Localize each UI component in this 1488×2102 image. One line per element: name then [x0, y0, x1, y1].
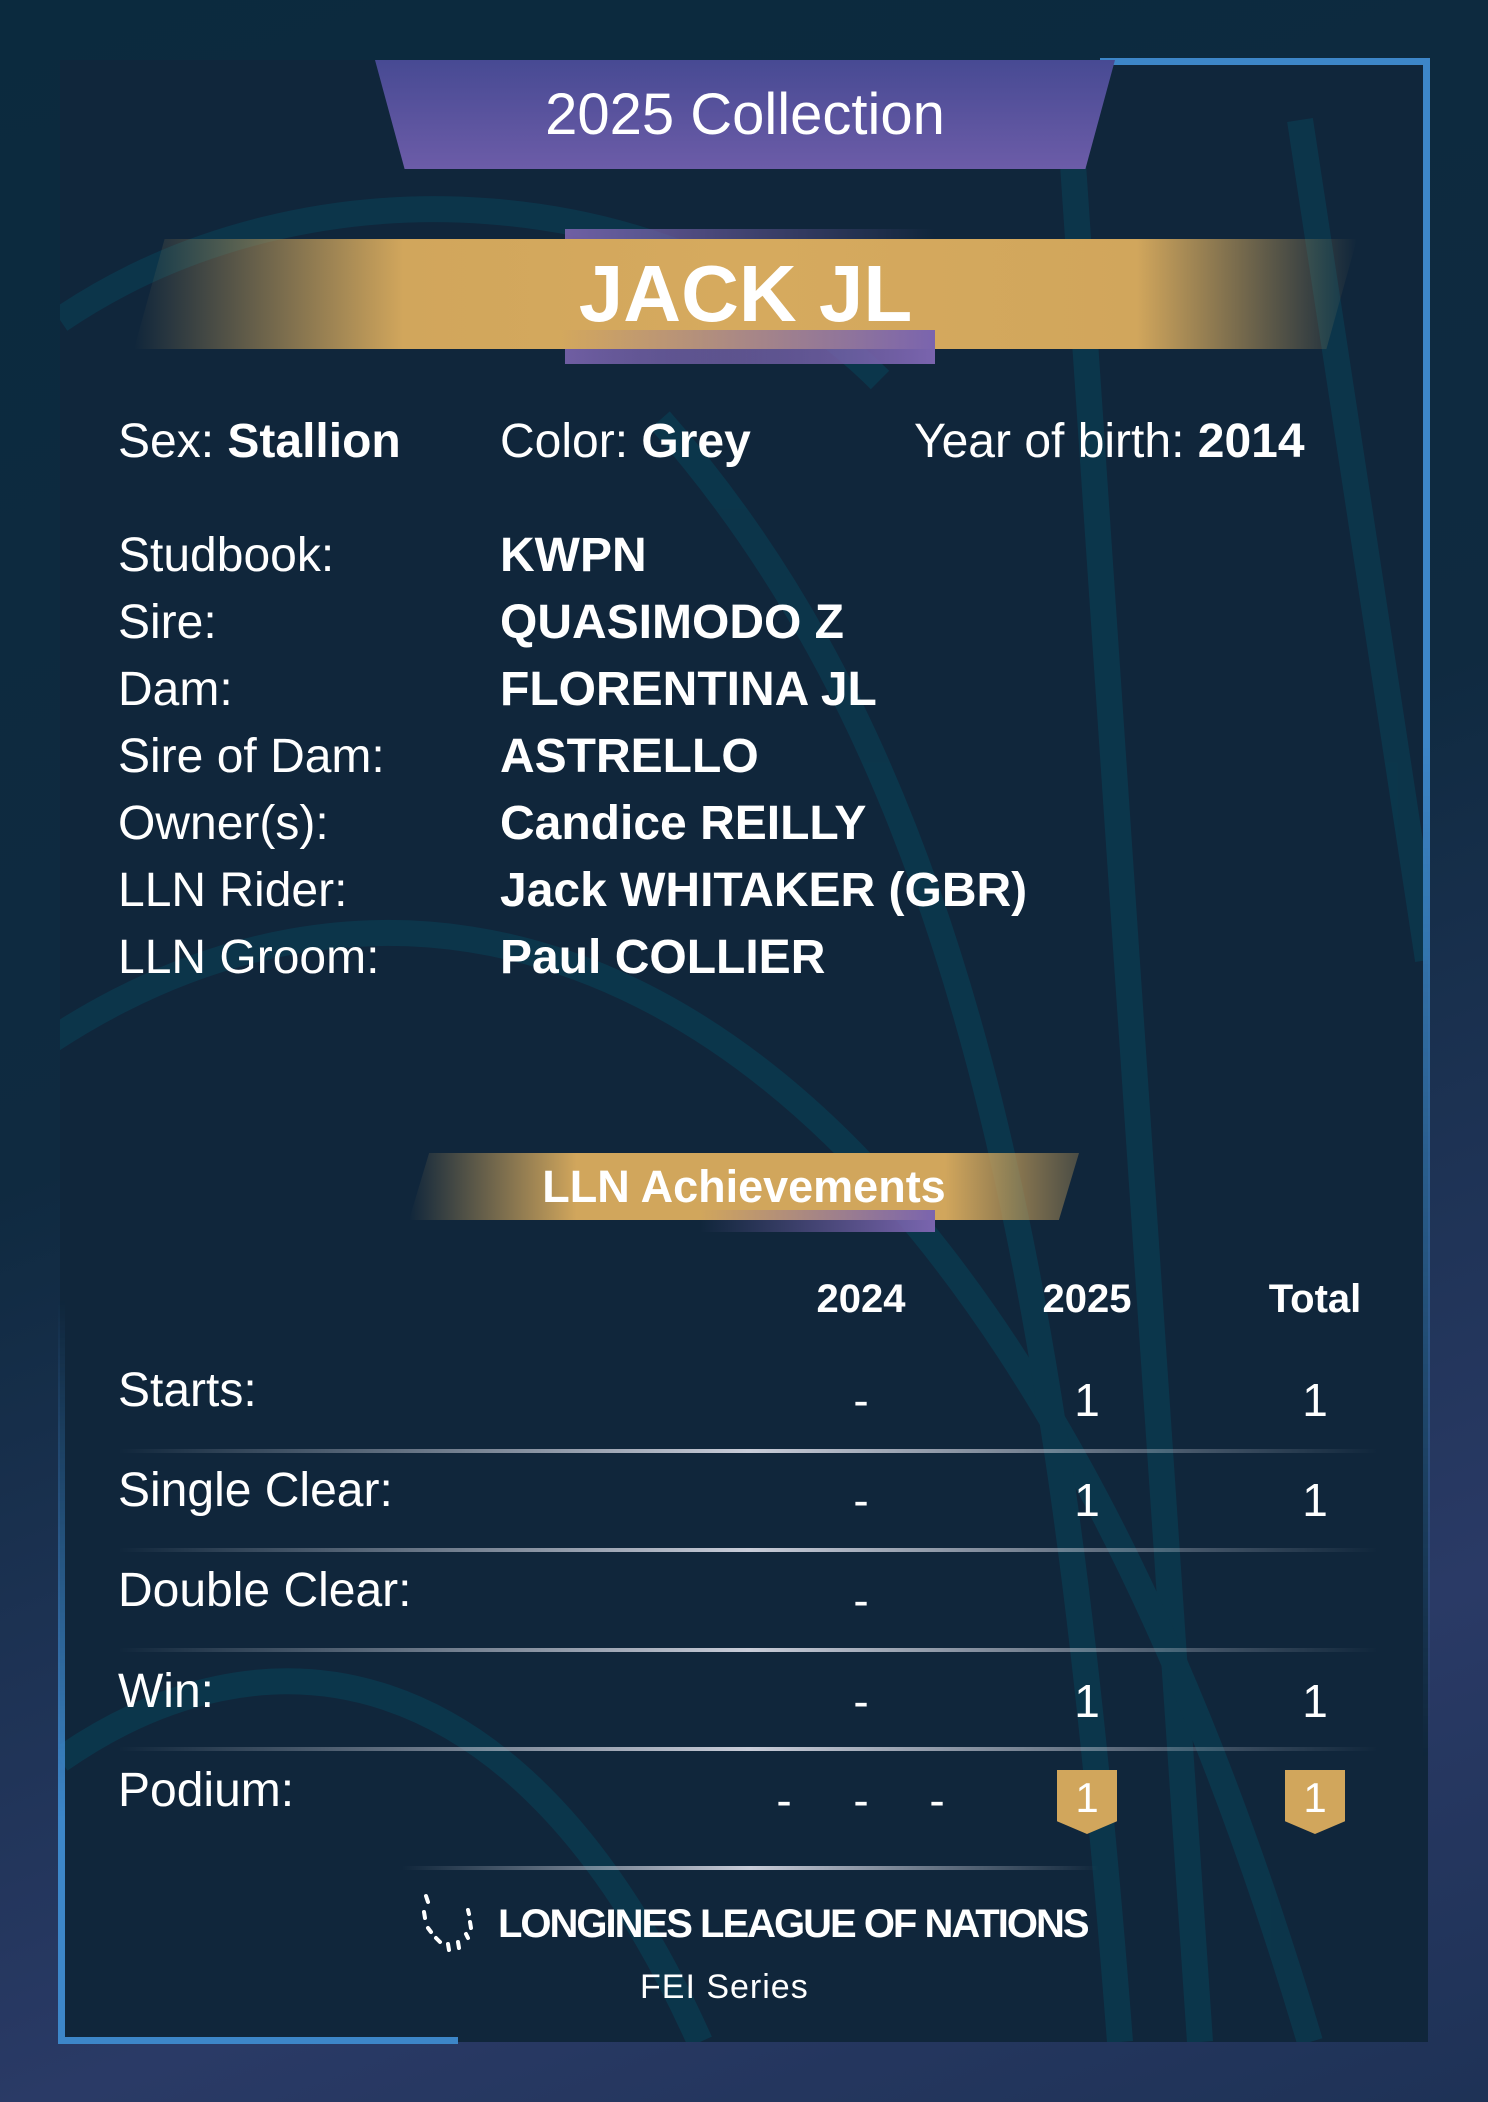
- column-header: 2024: [816, 1277, 906, 1321]
- sex-label: Sex:: [118, 415, 215, 468]
- league-logo-text: LONGINES LEAGUE OF NATIONS: [498, 1902, 1090, 1946]
- detail-value: Paul COLLIER: [500, 931, 826, 984]
- color-value: Grey: [641, 415, 751, 468]
- league-logo-icon: [422, 1894, 473, 1952]
- podium-badge: 1: [1057, 1770, 1117, 1834]
- footer-divider: [402, 1866, 1099, 1870]
- sex-field: Sex: Stallion: [118, 414, 401, 469]
- detail-value: KWPN: [500, 529, 647, 582]
- cell: 1: [1074, 1675, 1100, 1727]
- podium-badge: 1: [1285, 1770, 1345, 1834]
- detail-value: ASTRELLO: [500, 730, 759, 783]
- column-header: 2025: [1042, 1277, 1132, 1321]
- row-divider: [118, 1548, 1378, 1552]
- cell: -: [853, 1675, 869, 1727]
- cell: -: [853, 1574, 869, 1626]
- cell: 1: [1074, 1374, 1100, 1426]
- cell: -: [776, 1774, 792, 1826]
- cell: -: [929, 1774, 945, 1826]
- detail-label: LLN Groom:: [118, 931, 380, 984]
- row-divider: [118, 1747, 1378, 1751]
- sex-value: Stallion: [227, 415, 401, 468]
- detail-value: FLORENTINA JL: [500, 663, 877, 716]
- column-header: Total: [1268, 1277, 1362, 1321]
- cell: 1: [1074, 1474, 1100, 1526]
- row-label: Single Clear:: [118, 1464, 393, 1517]
- row-label: Starts:: [118, 1364, 257, 1417]
- yob-value: 2014: [1197, 415, 1305, 468]
- cell: -: [853, 1374, 869, 1426]
- row-divider: [118, 1449, 1378, 1453]
- detail-label: Sire of Dam:: [118, 730, 385, 783]
- cell: 1: [1302, 1374, 1328, 1426]
- banner-accent: [560, 330, 935, 364]
- banner-accent: [700, 1210, 935, 1232]
- cell: -: [853, 1474, 869, 1526]
- color-field: Color: Grey: [500, 414, 751, 469]
- yob-label: Year of birth:: [914, 415, 1185, 468]
- detail-value: Jack WHITAKER (GBR): [500, 864, 1028, 917]
- detail-label: Owner(s):: [118, 797, 329, 850]
- achievements-title: LLN Achievements: [409, 1153, 1079, 1220]
- detail-label: Sire:: [118, 596, 217, 649]
- cell: 1: [1302, 1474, 1328, 1526]
- detail-label: LLN Rider:: [118, 864, 348, 917]
- detail-label: Dam:: [118, 663, 233, 716]
- cell: 1: [1302, 1675, 1328, 1727]
- horse-name: JACK JL: [134, 239, 1357, 349]
- frame-accent: [1100, 58, 1430, 1758]
- row-label: Double Clear:: [118, 1564, 412, 1617]
- row-divider: [118, 1648, 1378, 1652]
- fei-series-logo: FEI Series: [640, 1968, 809, 2006]
- row-label: Win:: [118, 1665, 214, 1718]
- collection-banner: 2025 Collection: [375, 60, 1115, 169]
- detail-label: Studbook:: [118, 529, 335, 582]
- row-label: Podium:: [118, 1764, 295, 1817]
- yob-field: Year of birth: 2014: [914, 414, 1305, 469]
- detail-value: QUASIMODO Z: [500, 596, 844, 649]
- color-label: Color:: [500, 415, 629, 468]
- detail-value: Candice REILLY: [500, 797, 867, 850]
- cell: -: [853, 1774, 869, 1826]
- frame-accent: [58, 1300, 458, 2044]
